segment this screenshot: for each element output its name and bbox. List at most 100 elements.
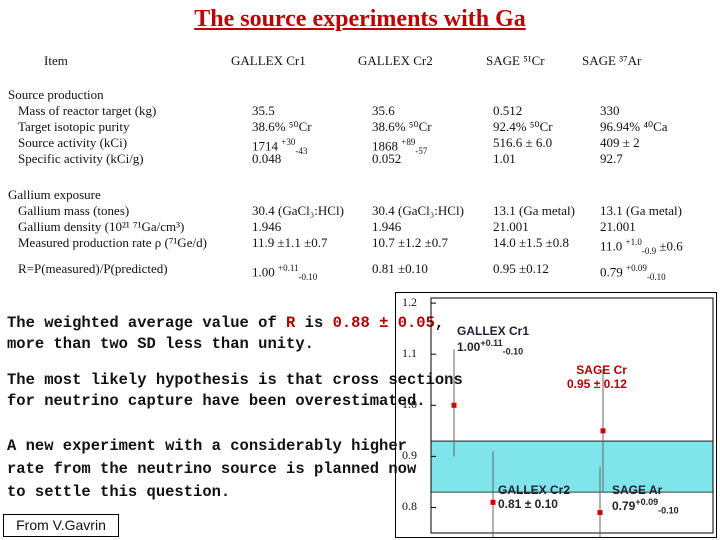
data-point-0	[451, 402, 457, 408]
sagecr-rate: 14.0 ±1.5 ±0.8	[493, 235, 570, 250]
header-sage-ar: SAGE ³⁷Ar	[582, 53, 642, 68]
cr1-activity-dn: -43	[295, 145, 308, 156]
annot-cr2: GALLEX Cr2 0.81 ± 0.10	[498, 483, 570, 511]
annot-cr2-val: 0.81 ± 0.10	[498, 497, 558, 511]
cr1-activity: 1714 +30-43	[252, 135, 307, 159]
cr2-specific: 0.052	[372, 151, 402, 166]
new-exp-line3: to settle this question.	[7, 483, 231, 501]
weighted-mid: is	[295, 314, 333, 332]
cr2-ratio: 0.81 ±0.10	[372, 261, 428, 276]
sagear-density: 21.001	[600, 219, 636, 234]
sagecr-specific: 1.01	[493, 151, 516, 166]
sagear-ratio-main: 0.79	[600, 264, 623, 280]
sagear-rate-dn: -0.9	[641, 245, 657, 256]
cr1-ratio: 1.00 +0.11-0.10	[252, 261, 317, 285]
header-gallex-cr1: GALLEX Cr1	[231, 53, 306, 68]
annot-ar-main: 0.79	[612, 499, 636, 513]
data-point-1	[490, 499, 496, 505]
new-exp-line2: rate from the neutrino source is planned…	[7, 460, 417, 478]
label-ratio: R=P(measured)/P(predicted)	[18, 261, 168, 276]
sagear-ratio-up: +0.09	[626, 263, 647, 273]
hypothesis-text: The most likely hypothesis is that cross…	[7, 370, 463, 412]
cr1-ga-mass: 30.4 (GaCl₃:HCl)	[252, 203, 344, 218]
weighted-r: R	[286, 314, 296, 332]
cr2-purity: 38.6% ⁵⁰Cr	[372, 119, 432, 134]
cr1-purity: 38.6% ⁵⁰Cr	[252, 119, 312, 134]
cr1-ratio-dn: -0.10	[298, 271, 318, 282]
cr2-ga-mass: 30.4 (GaCl₃:HCl)	[372, 203, 464, 218]
new-exp-line1: A new experiment with a considerably hig…	[7, 437, 407, 455]
y-tick-label-1.1: 1.1	[402, 346, 417, 361]
label-source-activity: Source activity (kCi)	[18, 135, 128, 150]
data-point-3	[597, 510, 603, 516]
sagear-rate-main: 11.0	[600, 238, 623, 254]
weighted-value: 0.88 ± 0.05	[332, 314, 435, 332]
credit-box: From V.Gavrin	[3, 514, 119, 537]
sagear-specific: 92.7	[600, 151, 623, 166]
cr2-activity-main: 1868	[372, 138, 398, 154]
sagear-rate-sys: ±0.6	[659, 238, 683, 254]
header-sage-cr: SAGE ⁵¹Cr	[486, 53, 545, 68]
annot-ar-up: +0.09	[635, 497, 659, 507]
sagecr-ga-mass: 13.1 (Ga metal)	[493, 203, 575, 218]
label-gallium-density: Gallium density (10²¹ ⁷¹Ga/cm³)	[18, 219, 185, 234]
sagecr-purity: 92.4% ⁵⁰Cr	[493, 119, 553, 134]
label-production-rate: Measured production rate ρ (⁷¹Ge/d)	[18, 235, 207, 250]
weighted-post: ,	[434, 314, 445, 332]
ratio-plot: 1.2 1.1 1.0 0.9 0.8 GALLEX Cr1 1.00+0.11-…	[395, 292, 717, 538]
annot-cr1-name: GALLEX Cr1	[457, 324, 530, 338]
hypothesis-line2: for neutrino capture have been overestim…	[7, 392, 426, 410]
cr1-ratio-up: +0.11	[278, 263, 299, 273]
y-tick-label-0.9: 0.9	[402, 448, 417, 463]
average-band	[431, 441, 713, 493]
annot-ar-name: SAGE Ar	[612, 483, 663, 497]
annot-sagecr: SAGE Cr 0.95 ± 0.12	[567, 363, 627, 391]
annot-cr1-dn: -0.10	[502, 346, 524, 357]
sagear-purity: 96.94% ⁴⁰Ca	[600, 119, 668, 134]
annot-ar: SAGE Ar 0.79+0.09-0.10	[612, 483, 679, 515]
new-experiment-text: A new experiment with a considerably hig…	[7, 435, 416, 504]
annot-cr2-name: GALLEX Cr2	[498, 483, 571, 497]
label-isotopic-purity: Target isotopic purity	[18, 119, 130, 134]
y-ticks	[431, 302, 436, 508]
annot-sagecr-name: SAGE Cr	[576, 363, 627, 377]
cr1-mass: 35.5	[252, 103, 275, 118]
label-source-production: Source production	[8, 87, 104, 102]
sagear-ga-mass: 13.1 (Ga metal)	[600, 203, 682, 218]
cr2-activity-dn: -57	[415, 145, 428, 156]
plot-frame	[430, 297, 714, 534]
sagecr-density: 21.001	[493, 219, 529, 234]
data-point-2	[600, 428, 606, 434]
sagear-activity: 409 ± 2	[600, 135, 640, 150]
ratio-plot-svg	[430, 297, 714, 537]
y-tick-label-1.0: 1.0	[402, 397, 417, 412]
cr2-activity-up: +89	[401, 137, 416, 147]
sagear-rate: 11.0 +1.0-0.9 ±0.6	[600, 235, 683, 259]
label-specific-activity: Specific activity (kCi/g)	[18, 151, 144, 166]
data-points	[451, 349, 606, 537]
cr2-activity: 1868 +89-57	[372, 135, 427, 159]
annot-ar-dn: -0.10	[658, 505, 679, 516]
cr1-activity-main: 1714	[252, 138, 278, 154]
cr1-activity-up: +30	[281, 137, 296, 147]
cr1-specific: 0.048	[252, 151, 282, 166]
sagear-ratio: 0.79 +0.09-0.10	[600, 261, 666, 285]
cr1-density: 1.946	[252, 219, 282, 234]
sagear-ratio-dn: -0.10	[646, 271, 666, 282]
annot-cr1: GALLEX Cr1 1.00+0.11-0.10	[457, 324, 529, 356]
header-item: Item	[44, 53, 68, 68]
cr1-ratio-main: 1.00	[252, 264, 275, 280]
weighted-average-text: The weighted average value of R is 0.88 …	[7, 313, 444, 355]
cr2-mass: 35.6	[372, 103, 395, 118]
weighted-pre: The weighted average value of	[7, 314, 287, 332]
annot-cr1-up: +0.11	[480, 338, 503, 348]
label-gallium-exposure: Gallium exposure	[8, 187, 101, 202]
slide-title: The source experiments with Ga	[194, 6, 526, 32]
cr2-density: 1.946	[372, 219, 402, 234]
sagecr-activity: 516.6 ± 6.0	[493, 135, 553, 150]
hypothesis-line1: The most likely hypothesis is that cross…	[7, 371, 463, 389]
cr2-rate: 10.7 ±1.2 ±0.7	[372, 235, 449, 250]
label-gallium-mass: Gallium mass (tones)	[18, 203, 130, 218]
sagear-rate-up: +1.0	[625, 237, 642, 247]
y-tick-label-0.8: 0.8	[402, 499, 417, 514]
